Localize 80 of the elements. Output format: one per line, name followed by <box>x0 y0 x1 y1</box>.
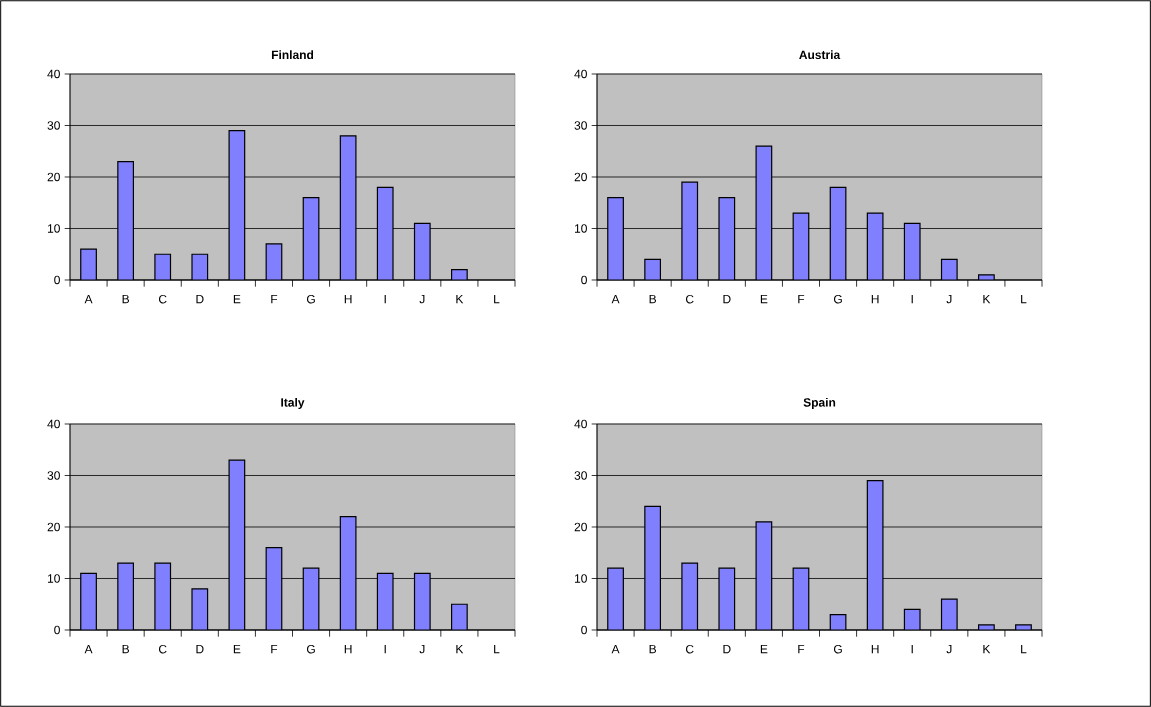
x-tick-label: B <box>122 644 130 654</box>
bar <box>117 562 135 630</box>
y-tick-label: 0 <box>581 275 587 285</box>
x-tick-label: A <box>611 294 620 304</box>
bar <box>644 505 662 630</box>
y-tick-label: 10 <box>47 224 60 233</box>
y-tick-label: 30 <box>47 471 60 480</box>
chart-title: Spain <box>803 397 836 410</box>
x-tick-label: K <box>983 644 991 654</box>
bar <box>117 160 135 280</box>
x-tick-label: F <box>271 294 278 304</box>
x-tick-label: C <box>685 294 694 304</box>
x-tick-label: D <box>196 644 204 654</box>
x-tick-label: L <box>1021 644 1027 654</box>
x-tick-label: G <box>306 294 315 304</box>
chart-title: Finland <box>271 50 314 60</box>
x-tick-label: C <box>685 644 694 654</box>
x-tick-label: F <box>798 294 805 304</box>
x-tick-label: L <box>494 294 500 304</box>
x-tick-label: H <box>871 644 879 654</box>
y-tick-label: 40 <box>574 69 587 79</box>
chart-title: Italy <box>281 397 305 410</box>
x-tick-label: B <box>649 644 657 654</box>
y-tick-label: 20 <box>574 522 587 532</box>
y-tick-label: 30 <box>574 471 587 480</box>
x-tick-label: K <box>456 644 464 654</box>
x-tick-label: J <box>419 644 425 654</box>
y-tick-label: 10 <box>574 224 587 233</box>
y-tick-label: 20 <box>47 522 60 532</box>
x-tick-label: E <box>233 644 241 654</box>
x-tick-label: J <box>946 644 952 654</box>
x-tick-label: D <box>723 294 731 304</box>
y-tick-label: 30 <box>574 121 587 130</box>
y-tick-label: 40 <box>47 69 60 79</box>
bar <box>80 248 97 280</box>
x-tick-label: H <box>871 294 879 304</box>
y-tick-label: 30 <box>47 121 60 130</box>
x-tick-label: H <box>344 644 352 654</box>
x-tick-label: G <box>306 644 315 654</box>
x-tick-label: J <box>946 294 952 304</box>
y-tick-label: 0 <box>581 625 587 635</box>
x-tick-label: K <box>983 294 991 304</box>
y-tick-label: 0 <box>54 625 60 635</box>
x-tick-label: B <box>122 294 130 304</box>
y-tick-label: 20 <box>574 172 587 182</box>
y-tick-label: 40 <box>47 419 60 429</box>
y-tick-label: 10 <box>47 574 60 583</box>
x-tick-label: I <box>911 294 913 304</box>
x-tick-label: A <box>611 644 620 654</box>
y-tick-label: 10 <box>574 574 587 583</box>
x-tick-label: I <box>911 644 913 654</box>
x-tick-label: F <box>271 644 278 654</box>
x-tick-label: D <box>196 294 204 304</box>
x-tick-label: B <box>649 294 657 304</box>
bar <box>607 197 624 280</box>
x-tick-label: J <box>419 294 425 304</box>
x-tick-label: C <box>158 294 167 304</box>
x-tick-label: A <box>84 294 93 304</box>
x-tick-label: E <box>760 644 768 654</box>
x-tick-label: C <box>158 644 167 654</box>
y-tick-label: 0 <box>54 275 60 285</box>
x-tick-label: I <box>384 644 386 654</box>
bar <box>607 567 624 630</box>
chart-title: Austria <box>799 50 841 60</box>
x-tick-label: L <box>1021 294 1027 304</box>
x-tick-label: G <box>833 644 842 654</box>
x-tick-label: I <box>384 294 386 304</box>
bar <box>80 572 97 630</box>
bar <box>451 603 468 630</box>
x-tick-label: F <box>798 644 805 654</box>
x-tick-label: E <box>760 294 768 304</box>
x-tick-label: D <box>723 644 731 654</box>
y-tick-label: 40 <box>574 419 587 429</box>
x-tick-label: G <box>833 294 842 304</box>
x-tick-label: L <box>494 644 500 654</box>
x-tick-label: A <box>84 644 93 654</box>
x-tick-label: K <box>456 294 464 304</box>
y-tick-label: 20 <box>47 172 60 182</box>
x-tick-label: H <box>344 294 352 304</box>
x-tick-label: E <box>233 294 241 304</box>
